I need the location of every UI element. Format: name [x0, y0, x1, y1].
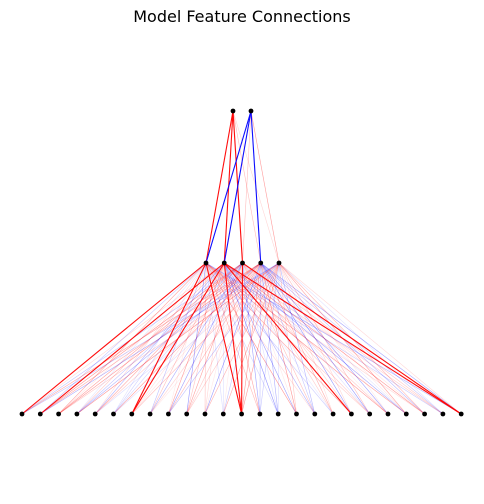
input-node: [93, 412, 98, 417]
input-node: [203, 412, 208, 417]
hidden-node: [222, 261, 227, 266]
faint-edge: [279, 263, 315, 414]
input-node: [75, 412, 80, 417]
output-node: [231, 109, 236, 114]
input-node: [166, 412, 171, 417]
faint-edge: [279, 263, 370, 414]
input-node: [294, 412, 299, 417]
faint-edge: [279, 263, 388, 414]
input-node: [404, 412, 409, 417]
input-node: [184, 412, 189, 417]
hidden-node: [258, 261, 263, 266]
faint-edge: [22, 263, 261, 414]
faint-edge: [22, 263, 279, 414]
input-node: [276, 412, 281, 417]
strong-edge-negative: [251, 111, 261, 263]
faint-edge: [278, 263, 279, 414]
input-node: [129, 412, 134, 417]
input-node: [56, 412, 61, 417]
faint-edge: [251, 111, 279, 263]
input-node: [422, 412, 427, 417]
input-node: [239, 412, 244, 417]
output-node: [249, 109, 254, 114]
input-node: [221, 412, 226, 417]
input-node: [111, 412, 116, 417]
input-node: [312, 412, 317, 417]
input-node: [38, 412, 43, 417]
input-node: [349, 412, 354, 417]
input-node: [20, 412, 25, 417]
input-node: [331, 412, 336, 417]
input-node: [367, 412, 372, 417]
input-node: [148, 412, 153, 417]
input-node: [459, 412, 464, 417]
hidden-node: [277, 261, 282, 266]
input-node: [441, 412, 446, 417]
hidden-node: [240, 261, 245, 266]
input-node: [386, 412, 391, 417]
input-node: [258, 412, 263, 417]
hidden-node: [204, 261, 209, 266]
faint-edge: [279, 263, 351, 414]
